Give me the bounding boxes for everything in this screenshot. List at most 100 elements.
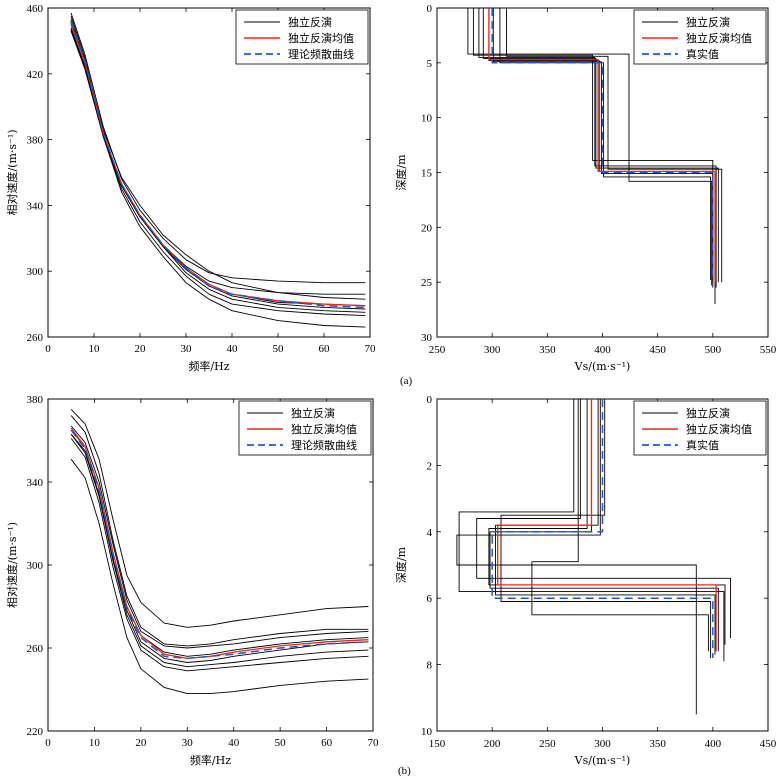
- series-line-individual: [70, 434, 369, 663]
- y-tick-label: 260: [27, 332, 44, 344]
- series-line-individual: [478, 8, 717, 288]
- series-line-individual: [482, 8, 719, 283]
- x-tick-label: 30: [181, 343, 193, 355]
- x-tick-label: 300: [484, 344, 501, 356]
- legend-box: [235, 9, 369, 65]
- axes-frame: [47, 7, 371, 338]
- legend-label: 独立反演: [686, 406, 730, 420]
- y-axis-label: 深度/m: [394, 154, 408, 191]
- legend-box: [633, 400, 767, 456]
- y-tick-label: 6: [427, 593, 433, 605]
- x-tick-label: 70: [365, 343, 377, 355]
- series-line-individual: [70, 434, 369, 668]
- y-tick-label: 15: [421, 168, 433, 180]
- x-axis-label: 频率/Hz: [190, 753, 231, 767]
- series-line-individual: [70, 415, 369, 647]
- series-line-individual: [70, 458, 369, 695]
- x-axis-label: Vs/(m·s⁻¹): [574, 360, 631, 373]
- chart-b-velocity-profile: 150 200 250 300 350 400 450 0 2 4 6 8 10 Vs/(m·s⁻¹) 深度…: [394, 394, 777, 767]
- x-tick-label: 550: [760, 344, 777, 356]
- y-axis-label: 相对速度/(m·s⁻¹): [5, 129, 19, 215]
- legend-label: 独立反演: [291, 406, 335, 420]
- x-tick-label: 450: [760, 738, 777, 750]
- x-tick-label: 60: [321, 737, 333, 749]
- y-tick-label: 0: [427, 3, 433, 15]
- series-line-individual: [70, 409, 369, 628]
- legend-label: 真实值: [686, 47, 719, 61]
- legend-label: 独立反演均值: [686, 422, 752, 436]
- x-tick-label: 350: [539, 344, 556, 356]
- series-line-individual: [70, 19, 366, 328]
- x-tick-label: 150: [429, 738, 446, 750]
- series-line-reference: [70, 20, 366, 309]
- legend-label: 独立反演均值: [288, 31, 354, 45]
- y-tick-label: 8: [427, 660, 433, 672]
- y-tick-label: 20: [421, 222, 433, 234]
- legend-label: 理论频散曲线: [291, 438, 357, 452]
- series-group: [456, 399, 731, 715]
- series-line-individual: [467, 8, 713, 286]
- legend-box: [633, 9, 767, 65]
- series-line-mean: [488, 8, 716, 283]
- x-tick-label: 250: [539, 738, 556, 750]
- series-line-individual: [70, 21, 366, 300]
- series-line-individual: [458, 399, 725, 662]
- y-tick-label: 10: [421, 113, 433, 125]
- legend-label: 真实值: [686, 438, 719, 452]
- y-tick-label: 340: [27, 200, 44, 212]
- series-line-reference: [491, 8, 714, 283]
- series-line-individual: [506, 8, 723, 283]
- x-tick-label: 10: [89, 343, 101, 355]
- series-line-mean: [497, 399, 717, 652]
- y-tick-label: 220: [27, 726, 44, 738]
- x-tick-label: 20: [135, 343, 147, 355]
- series-group: [467, 8, 723, 305]
- series-line-individual: [488, 399, 726, 645]
- y-tick-label: 4: [427, 527, 433, 539]
- x-tick-label: 0: [45, 343, 51, 355]
- series-line-individual: [70, 425, 369, 649]
- y-tick-label: 0: [427, 394, 433, 406]
- x-tick-label: 0: [45, 737, 51, 749]
- series-line-individual: [70, 438, 369, 672]
- x-tick-label: 400: [594, 344, 611, 356]
- chart-a-dispersion: 0 10 20 30 40 50 60 70 260 300 340 380 420 460 频率/Hz 相对…: [5, 3, 376, 373]
- y-tick-label: 10: [421, 726, 433, 738]
- x-tick-label: 500: [705, 344, 722, 356]
- series-line-individual: [70, 429, 369, 657]
- y-tick-label: 25: [421, 277, 433, 289]
- y-tick-label: 30: [421, 332, 433, 344]
- x-tick-label: 400: [705, 738, 722, 750]
- x-tick-label: 200: [484, 738, 501, 750]
- legend-label: 独立反演均值: [291, 422, 357, 436]
- series-line-reference: [70, 429, 369, 660]
- panel-label-b: (b): [398, 765, 411, 777]
- series-line-individual: [70, 12, 366, 284]
- series-line-individual: [456, 399, 697, 715]
- series-group: [70, 409, 369, 695]
- y-axis-label: 相对速度/(m·s⁻¹): [5, 522, 19, 608]
- x-tick-label: 60: [319, 343, 331, 355]
- x-axis-label: Vs/(m·s⁻¹): [574, 754, 631, 767]
- y-tick-label: 340: [27, 477, 44, 489]
- x-tick-label: 350: [649, 738, 666, 750]
- x-tick-label: 30: [182, 737, 194, 749]
- y-tick-label: 260: [27, 643, 44, 655]
- series-group: [70, 12, 366, 328]
- y-tick-label: 300: [27, 560, 44, 572]
- series-line-individual: [476, 399, 731, 638]
- x-tick-label: 50: [275, 737, 287, 749]
- panel-label-a: (a): [400, 375, 413, 387]
- x-tick-label: 450: [649, 344, 666, 356]
- legend-label: 独立反演: [686, 15, 730, 29]
- y-tick-label: 380: [27, 394, 44, 406]
- x-tick-label: 70: [368, 737, 380, 749]
- legend-box: [238, 400, 372, 456]
- series-line-individual: [500, 399, 712, 658]
- y-tick-label: 300: [27, 266, 44, 278]
- legend-label: 独立反演: [288, 15, 332, 29]
- x-tick-label: 250: [429, 344, 446, 356]
- y-tick-label: 420: [27, 69, 44, 81]
- x-tick-label: 40: [228, 737, 240, 749]
